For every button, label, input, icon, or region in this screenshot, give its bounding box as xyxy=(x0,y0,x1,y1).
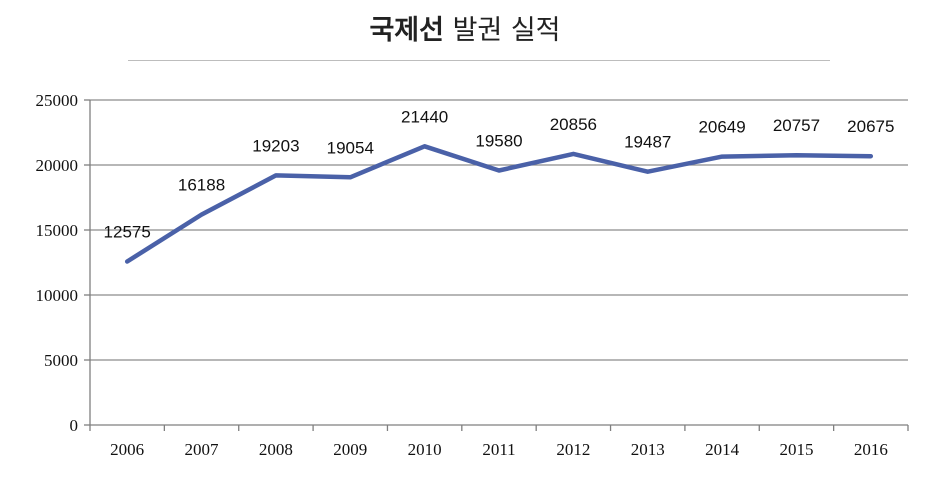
data-label: 19054 xyxy=(327,138,374,157)
y-tick-label: 20000 xyxy=(36,156,79,175)
data-label: 12575 xyxy=(104,223,151,242)
data-label: 20757 xyxy=(773,116,820,135)
series-line-group xyxy=(124,144,874,264)
x-tick-label: 2014 xyxy=(705,440,740,459)
chart-title: 국제선 발권 실적 xyxy=(0,8,930,47)
x-tick-label: 2010 xyxy=(408,440,442,459)
gridlines xyxy=(90,99,908,361)
chart-title-rest: 발권 실적 xyxy=(452,15,561,46)
y-tick-label: 15000 xyxy=(36,221,79,240)
series-line xyxy=(124,144,874,264)
data-label: 16188 xyxy=(178,176,225,195)
data-label: 20649 xyxy=(698,118,745,137)
y-axis-ticks: 0 5000 10000 15000 20000 25000 xyxy=(36,91,90,435)
x-tick-label: 2016 xyxy=(854,440,888,459)
x-tick-label: 2015 xyxy=(779,440,813,459)
data-labels: 12575 16188 19203 19054 21440 19580 20856 19487… xyxy=(104,107,895,241)
x-tick-label: 2008 xyxy=(259,440,293,459)
chart-title-bold: 국제선 xyxy=(369,15,444,46)
x-axis-ticks: 2006 2007 2008 2009 2010 2011 2012 2013 2014 2015… xyxy=(89,425,909,459)
data-label: 19580 xyxy=(475,131,522,150)
x-tick-label: 2011 xyxy=(482,440,515,459)
y-tick-label: 25000 xyxy=(36,91,79,110)
y-tick-label: 5000 xyxy=(44,351,78,370)
data-label: 20675 xyxy=(847,117,894,136)
data-label: 19487 xyxy=(624,133,671,152)
x-tick-label: 2013 xyxy=(631,440,665,459)
y-tick-label: 10000 xyxy=(36,286,79,305)
x-tick-label: 2012 xyxy=(556,440,590,459)
y-tick-label: 0 xyxy=(70,416,79,435)
data-label: 21440 xyxy=(401,107,448,126)
x-tick-label: 2007 xyxy=(185,440,220,459)
axes xyxy=(89,100,908,426)
data-label: 20856 xyxy=(550,115,597,134)
title-underline xyxy=(128,60,830,61)
x-tick-label: 2006 xyxy=(110,440,144,459)
x-tick-label: 2009 xyxy=(333,440,367,459)
data-label: 19203 xyxy=(252,136,299,155)
